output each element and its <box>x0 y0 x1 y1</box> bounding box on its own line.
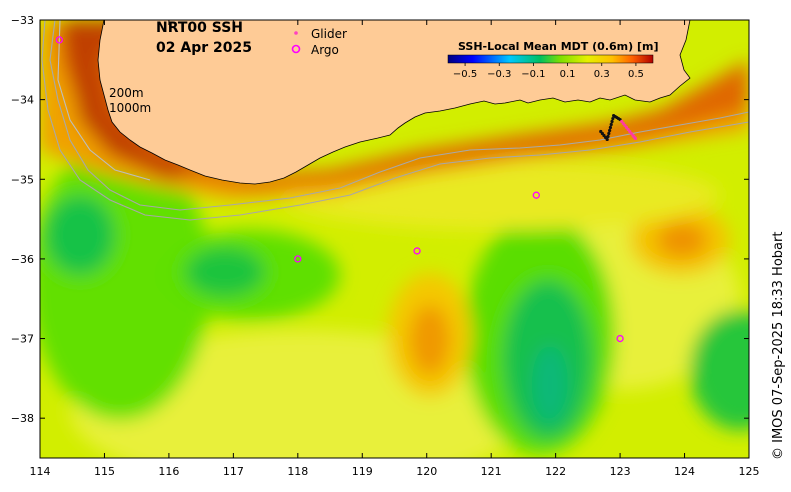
x-tick-label: 119 <box>352 465 373 478</box>
field-low-south-central-core <box>532 345 568 425</box>
glider-legend-icon <box>294 31 298 35</box>
x-tick-label: 122 <box>545 465 566 478</box>
isobath-200m-label: 200m <box>109 86 144 100</box>
colorbar-tick-label: −0.1 <box>521 69 545 80</box>
field-shelf-core <box>60 20 749 188</box>
argo-float-marker <box>616 334 624 343</box>
field-low-central-core <box>185 247 265 297</box>
glider-track-point <box>610 119 614 124</box>
argo-legend-icon <box>291 44 301 54</box>
field-shelf-peak <box>60 20 200 180</box>
plot-frame <box>39 19 750 459</box>
glider-track-point <box>605 137 609 142</box>
argo-float-marker <box>55 36 63 44</box>
glider-track-point <box>608 125 613 130</box>
credit-text: © IMOS 07-Sep-2025 18:33 Hobart <box>771 232 786 460</box>
colorbar-tick-label: −0.3 <box>487 69 511 80</box>
colorbar-title: SSH-Local Mean MDT (0.6m) [m] <box>458 40 658 53</box>
colorbar-tick-label: 0.5 <box>628 69 644 80</box>
colorbar: SSH-Local Mean MDT (0.6m) [m] −0.5 −0.3 −0… <box>447 40 658 80</box>
x-tick-label: 121 <box>481 465 502 478</box>
x-tick-label: 123 <box>610 465 631 478</box>
x-tick-label: 114 <box>30 465 51 478</box>
argo-float-marker <box>413 247 421 255</box>
glider-legend-label: Glider <box>311 27 347 41</box>
x-tick-label: 115 <box>94 465 115 478</box>
y-tick-label: −37 <box>11 333 34 346</box>
y-tick-label: −36 <box>11 253 34 266</box>
y-tick-label: −35 <box>11 173 34 186</box>
x-tick-label: 118 <box>287 465 308 478</box>
y-tick-label: −38 <box>11 412 34 425</box>
y-tick-label: −33 <box>11 14 34 27</box>
map-title-line2: 02 Apr 2025 <box>156 40 252 56</box>
glider-track-point <box>609 122 613 127</box>
glider-track-point <box>606 134 610 139</box>
argo-float-marker <box>294 255 302 263</box>
glider-track-point <box>633 136 637 141</box>
colorbar-tick-label: 0.3 <box>594 69 610 80</box>
x-tick-label: 116 <box>158 465 179 478</box>
x-tick-label: 120 <box>416 465 437 478</box>
colorbar-gradient <box>447 54 654 64</box>
argo-markers <box>55 36 624 343</box>
argo-float-marker <box>532 191 540 199</box>
isobath-1000m-label: 1000m <box>109 101 151 115</box>
x-tick-label: 125 <box>739 465 760 478</box>
argo-legend-label: Argo <box>311 43 339 57</box>
field-low-west-core <box>45 195 115 275</box>
field-low-southeast <box>690 310 749 430</box>
x-tick-label: 117 <box>223 465 244 478</box>
colorbar-tick-label: −0.5 <box>453 69 477 80</box>
isobath-200m-line <box>49 20 749 211</box>
glider-track-point <box>607 131 611 136</box>
colorbar-tick-label: 0.1 <box>560 69 576 80</box>
glider-markers <box>599 113 637 142</box>
colorbar-ticks: −0.5 −0.3 −0.1 0.1 0.3 0.5 <box>453 63 644 80</box>
field-high-south-core <box>410 305 450 375</box>
x-tick-label: 124 <box>674 465 695 478</box>
glider-track-point <box>611 116 615 121</box>
glider-track-point <box>608 128 612 133</box>
field-high-east-core <box>657 222 707 258</box>
y-tick-label: −34 <box>11 94 34 107</box>
map-axes: 114 115 116 117 118 119 120 121 122 123 124 125 −33 −… <box>11 14 760 478</box>
map-title-line1: NRT00 SSH <box>156 20 243 36</box>
marker-legend: Glider Argo <box>291 27 347 57</box>
isobath-lines <box>41 20 749 221</box>
isobath-1000m-line <box>41 20 749 221</box>
